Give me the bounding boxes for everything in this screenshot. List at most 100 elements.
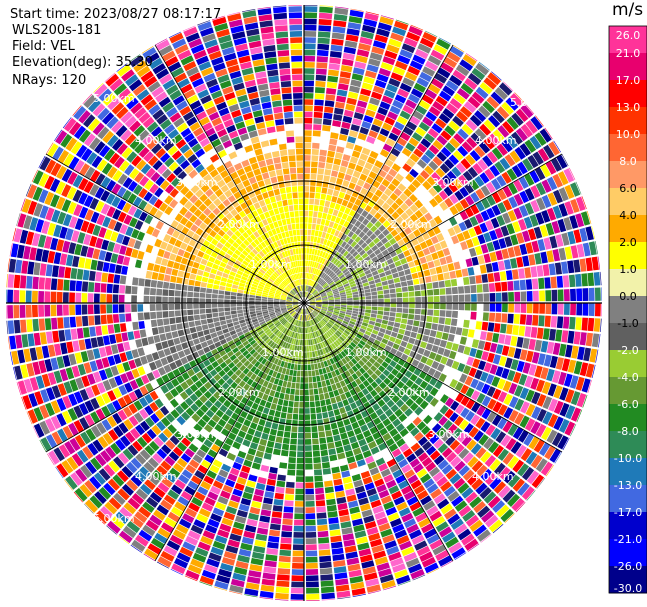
velocity-cell xyxy=(187,303,193,310)
velocity-cell xyxy=(179,546,194,558)
velocity-cell xyxy=(295,339,299,346)
velocity-cell xyxy=(354,228,362,236)
velocity-cell xyxy=(404,198,414,207)
velocity-cell xyxy=(292,376,297,383)
velocity-cell xyxy=(210,251,218,259)
velocity-cell xyxy=(320,218,326,226)
velocity-cell xyxy=(457,145,469,157)
velocity-cell xyxy=(350,8,364,12)
velocity-cell xyxy=(305,463,313,470)
velocity-cell xyxy=(376,314,383,319)
velocity-cell xyxy=(459,336,467,345)
velocity-cell xyxy=(282,348,287,355)
velocity-cell xyxy=(177,170,187,181)
velocity-cell xyxy=(450,400,460,411)
velocity-cell xyxy=(251,381,258,389)
velocity-cell xyxy=(246,413,254,422)
velocity-cell xyxy=(382,211,391,220)
velocity-cell xyxy=(209,193,218,202)
velocity-cell xyxy=(237,292,243,297)
velocity-cell xyxy=(380,468,391,478)
velocity-cell xyxy=(317,315,322,320)
velocity-cell xyxy=(322,367,327,374)
velocity-cell xyxy=(276,346,282,352)
velocity-cell xyxy=(382,228,390,237)
velocity-cell xyxy=(373,237,380,245)
velocity-cell xyxy=(319,257,324,264)
velocity-cell xyxy=(180,257,189,265)
velocity-cell xyxy=(545,222,555,236)
velocity-cell xyxy=(53,224,62,238)
velocity-cell xyxy=(84,400,95,413)
velocity-cell xyxy=(390,557,404,567)
velocity-cell xyxy=(31,169,38,182)
velocity-cell xyxy=(208,356,216,364)
velocity-cell xyxy=(547,383,557,397)
velocity-cell xyxy=(38,277,45,290)
velocity-cell xyxy=(205,293,212,299)
velocity-cell xyxy=(482,155,493,167)
velocity-cell xyxy=(232,461,242,471)
velocity-cell xyxy=(444,279,452,288)
velocity-cell xyxy=(152,453,164,464)
velocity-cell xyxy=(262,309,268,312)
velocity-cell xyxy=(189,253,197,261)
velocity-cell xyxy=(258,356,264,363)
velocity-cell xyxy=(111,138,124,151)
velocity-cell xyxy=(594,287,601,301)
velocity-cell xyxy=(191,267,198,275)
velocity-cell xyxy=(151,424,162,436)
velocity-cell xyxy=(256,312,263,316)
velocity-cell xyxy=(239,253,246,260)
velocity-cell xyxy=(351,587,366,596)
velocity-cell xyxy=(193,519,206,529)
velocity-cell xyxy=(249,564,263,572)
velocity-cell xyxy=(92,439,104,452)
velocity-cell xyxy=(351,150,361,159)
velocity-cell xyxy=(321,586,335,594)
velocity-cell xyxy=(461,435,472,447)
velocity-cell xyxy=(412,110,424,121)
velocity-cell xyxy=(29,347,38,361)
velocity-cell xyxy=(372,118,383,127)
velocity-cell xyxy=(315,305,322,308)
velocity-cell xyxy=(538,315,545,327)
velocity-cell xyxy=(309,304,316,307)
velocity-cell xyxy=(409,501,422,512)
velocity-cell xyxy=(94,282,101,293)
velocity-cell xyxy=(317,286,323,292)
velocity-cell xyxy=(140,355,148,365)
velocity-cell xyxy=(189,345,197,354)
velocity-cell xyxy=(530,454,543,469)
velocity-cell xyxy=(162,311,169,318)
velocity-cell xyxy=(437,459,449,470)
velocity-cell xyxy=(95,359,104,370)
velocity-cell xyxy=(153,436,164,448)
velocity-cell xyxy=(195,275,203,282)
velocity-cell xyxy=(144,279,151,287)
velocity-cell xyxy=(422,441,433,451)
velocity-cell xyxy=(115,333,123,343)
velocity-cell xyxy=(333,408,341,416)
velocity-cell xyxy=(240,497,252,506)
velocity-cell xyxy=(320,265,325,271)
velocity-cell xyxy=(550,276,557,289)
velocity-cell xyxy=(346,215,353,223)
velocity-cell xyxy=(203,271,210,278)
velocity-cell xyxy=(150,413,160,424)
velocity-cell xyxy=(294,326,298,333)
velocity-cell xyxy=(117,409,128,421)
velocity-cell xyxy=(313,268,317,275)
velocity-cell xyxy=(433,412,444,422)
velocity-cell xyxy=(389,105,401,115)
velocity-cell xyxy=(206,261,214,268)
velocity-cell xyxy=(403,249,411,257)
velocity-cell xyxy=(424,383,434,393)
velocity-cell xyxy=(304,18,317,25)
velocity-cell xyxy=(208,221,216,229)
velocity-cell xyxy=(329,336,335,343)
velocity-cell xyxy=(311,248,315,255)
velocity-cell xyxy=(374,79,387,89)
velocity-cell xyxy=(501,345,510,356)
velocity-cell xyxy=(512,269,519,280)
